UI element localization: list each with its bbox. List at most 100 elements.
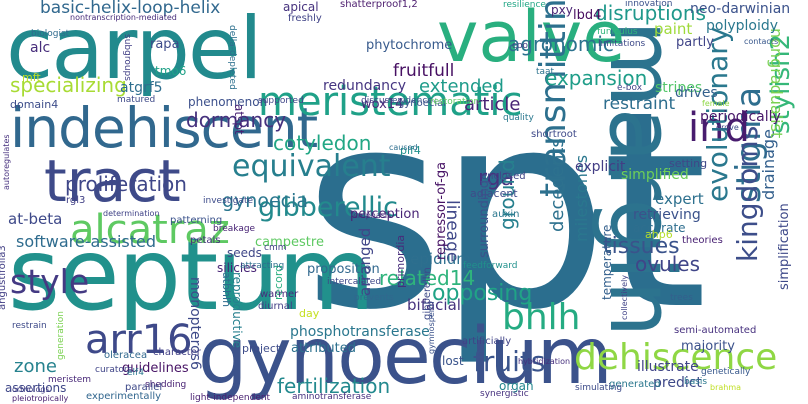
- word-emphasis: emphasis: [353, 211, 392, 220]
- word-determination: determination: [103, 209, 160, 218]
- word-prevents: prevents: [354, 293, 394, 303]
- word-investigate: investigate: [203, 196, 254, 206]
- word-shortroot: shortroot: [531, 129, 577, 140]
- word-proposition: proposition: [307, 262, 380, 277]
- word-alc: alc: [30, 40, 51, 56]
- word-caused: caused: [389, 143, 418, 152]
- word-attracting: attracting: [240, 261, 285, 271]
- word-attributed: attributed: [291, 341, 356, 356]
- word-extended: extended: [419, 76, 504, 97]
- word-periodically: periodically: [700, 109, 781, 125]
- word-expert: expert: [655, 190, 704, 208]
- word-apical: apical: [283, 0, 319, 14]
- word-character: character: [153, 347, 201, 358]
- word-retrieving: retrieving: [633, 207, 701, 223]
- word-mft: mft: [22, 71, 41, 84]
- word-expansion: expansion: [545, 66, 648, 90]
- word-day: day: [299, 307, 320, 320]
- word-domain4: domain4: [10, 98, 59, 111]
- word-cmm: cmm: [264, 243, 287, 253]
- word-lbd4: lbd4: [573, 8, 602, 23]
- word-light-independent: light-independent: [190, 393, 271, 403]
- word-fruits: fruits: [473, 345, 546, 378]
- word-basic-helix-loop-helix: basic-helix-loop-helix: [40, 0, 221, 18]
- word-intercalated: intercalated: [327, 277, 382, 287]
- word-redundancy: redundancy: [323, 78, 407, 94]
- word-curators: curators: [95, 365, 133, 375]
- word-partly: partly: [676, 35, 714, 50]
- word-della-depleted: della-depleted: [227, 25, 237, 90]
- word-aminotransferase: aminotransferase: [292, 392, 372, 402]
- word-subgroups: subgroups: [122, 34, 132, 81]
- word-phytochrome: phytochrome: [366, 38, 453, 53]
- word-generated: generated: [609, 379, 661, 390]
- word-lost: lost: [442, 354, 464, 368]
- word-silicles: silicles: [217, 261, 257, 275]
- word-auxin: auxin: [492, 209, 520, 220]
- word-artificially: artificially: [462, 336, 512, 347]
- word-paint: paint: [654, 20, 693, 38]
- word-wox14: wox14: [361, 97, 404, 112]
- word-pif4: pif4: [400, 144, 421, 157]
- word-drove: drove: [716, 123, 739, 132]
- word-decedents: decedents: [547, 138, 568, 232]
- word-valve: valve: [437, 0, 626, 78]
- word-dormancy: dormancy: [186, 108, 287, 132]
- word-rgl3: rgl3: [66, 195, 86, 206]
- word-collectively: collectively: [620, 274, 629, 320]
- word-ovules: ovules: [635, 252, 701, 276]
- word-genetically: genetically: [701, 367, 751, 377]
- word-meristematic: meristematic: [258, 79, 523, 125]
- word-e-box: e-box: [617, 83, 643, 93]
- word-limitations: limitations: [598, 39, 646, 49]
- word-drainage: drainage: [759, 129, 778, 200]
- word-adjacent: adjacent: [470, 187, 518, 200]
- word-gynoecial: gynoecial: [398, 98, 447, 109]
- word-software-assisted: software-assisted: [16, 232, 157, 251]
- word-repressor-of-ga: repressor-of-ga: [434, 161, 449, 260]
- word-carpel: carpel: [6, 0, 263, 99]
- word-feedforward: feedforward: [463, 261, 518, 271]
- word-perception: perception: [350, 207, 420, 222]
- word-atspt: atspt: [232, 104, 246, 135]
- word-ahp6: ahp6: [645, 228, 673, 241]
- word-neo-darwinian: neo-darwinian: [690, 1, 791, 17]
- word-at-beta: at-beta: [8, 210, 63, 228]
- word-supported: supported: [258, 96, 304, 106]
- word-restrain: restrain: [12, 321, 47, 331]
- word-pleiotropically: pleiotropically: [12, 394, 69, 403]
- word-evidence: evidence: [392, 96, 433, 106]
- word-synergistic: synergistic: [480, 389, 529, 399]
- word-orthologs: orthologs: [12, 385, 50, 394]
- word-article: article: [464, 94, 521, 115]
- word-freshly: freshly: [288, 13, 322, 24]
- word-dehiscence: dehiscence: [574, 337, 778, 378]
- word-simplification: simplification: [777, 203, 792, 290]
- word-diurnal: diurnal: [258, 301, 293, 312]
- word-cotyledon: cotyledon: [273, 131, 372, 155]
- word-equivalent: equivalent: [232, 149, 391, 184]
- word-lepidium: lepidium: [406, 250, 471, 268]
- word-bhlh: bhlh: [502, 297, 581, 338]
- word-nontranscription-mediated: nontranscription-mediated: [70, 13, 177, 22]
- word-style: style: [10, 262, 90, 301]
- word-resilience: resilience: [503, 0, 546, 10]
- word-meristem: meristem: [48, 375, 92, 385]
- word-arr16: arr16: [85, 317, 193, 363]
- word-stripes: stripes: [655, 80, 703, 96]
- word-temperature: temperature: [600, 224, 614, 300]
- word-bifacial: bifacial: [407, 296, 461, 314]
- word-phenomenon: phenomenon: [188, 95, 268, 109]
- word-accurate: accurate: [633, 221, 686, 235]
- word-parallel: parallel: [125, 382, 163, 393]
- word-proliferation: proliferation: [65, 172, 187, 196]
- word-brahma: brahma: [710, 383, 742, 392]
- word-tmo6: tmo6: [155, 64, 187, 78]
- word-indehiscent: indehiscent: [10, 96, 318, 160]
- word-explicit: explicit: [575, 159, 626, 175]
- word-ind: ind: [688, 105, 750, 151]
- word-theories: theories: [682, 235, 723, 246]
- word-taat: taat: [536, 67, 555, 77]
- word-seeds: seeds: [227, 246, 262, 260]
